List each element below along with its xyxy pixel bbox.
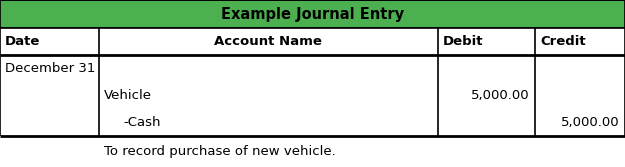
FancyBboxPatch shape xyxy=(0,0,625,28)
Text: Account Name: Account Name xyxy=(214,35,322,48)
Text: Debit: Debit xyxy=(442,35,483,48)
Text: Vehicle: Vehicle xyxy=(104,89,152,102)
Text: December 31: December 31 xyxy=(5,62,96,75)
FancyBboxPatch shape xyxy=(0,82,625,109)
Text: 5,000.00: 5,000.00 xyxy=(561,116,620,129)
Text: To record purchase of new vehicle.: To record purchase of new vehicle. xyxy=(104,145,336,158)
Text: Credit: Credit xyxy=(540,35,586,48)
Text: Example Journal Entry: Example Journal Entry xyxy=(221,7,404,22)
FancyBboxPatch shape xyxy=(0,136,625,167)
FancyBboxPatch shape xyxy=(0,28,625,55)
Text: 5,000.00: 5,000.00 xyxy=(471,89,530,102)
Text: Date: Date xyxy=(5,35,41,48)
FancyBboxPatch shape xyxy=(0,55,625,82)
Text: -Cash: -Cash xyxy=(124,116,161,129)
FancyBboxPatch shape xyxy=(0,109,625,136)
